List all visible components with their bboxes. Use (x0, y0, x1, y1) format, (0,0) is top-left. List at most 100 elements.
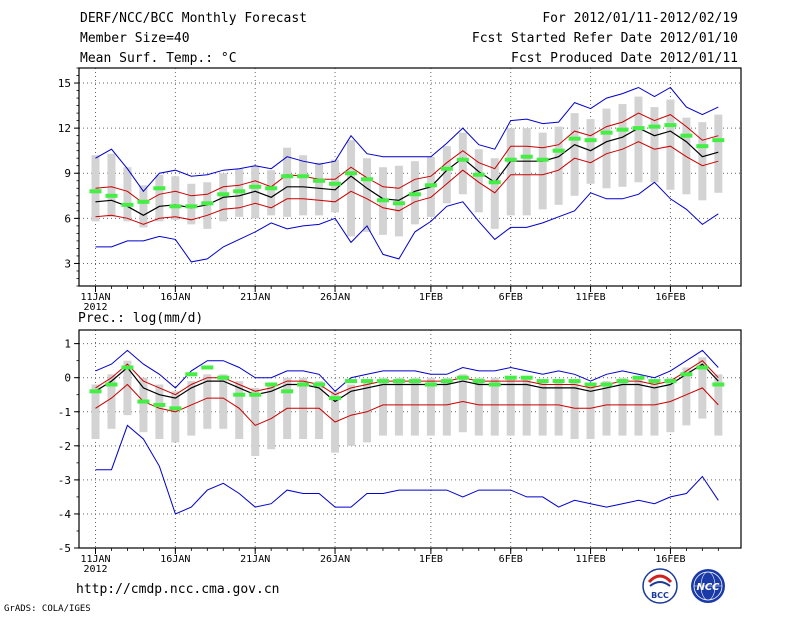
panel1-marker-5 (169, 204, 182, 209)
panel1-series-upper (95, 112, 719, 204)
panel1-spread-bar-7 (203, 182, 212, 229)
panel1-marker-16 (345, 171, 358, 176)
panel2-marker-19 (392, 379, 405, 384)
panel1-spread-bar-33 (618, 104, 627, 187)
panel2-title: Prec.: log(mm/d) (78, 311, 203, 326)
panel1-spread-bar-30 (570, 113, 579, 196)
panel1-xtick-label-3: 26JAN (320, 292, 350, 303)
panel2-marker-9 (233, 392, 246, 397)
panel1-xtick-label-2: 21JAN (240, 292, 270, 303)
panel1-xtick-label-0: 11JAN (80, 292, 110, 303)
panel1-spread-bar-22 (442, 146, 451, 204)
panel1-marker-38 (696, 144, 709, 149)
panel2-marker-16 (345, 379, 358, 384)
panel1-series-min (95, 181, 719, 263)
panel2-marker-29 (552, 379, 565, 384)
panel2-spread-bar-23 (458, 374, 467, 433)
panel1-marker-1 (105, 193, 118, 198)
panel1-spread-bar-27 (522, 128, 531, 216)
panel2-series-upper (95, 360, 719, 396)
panel1-spread-bar-1 (107, 153, 116, 217)
panel1-spread-bar-15 (331, 159, 340, 213)
panel2-spread-bar-11 (267, 384, 276, 450)
panel2-spread-bar-19 (394, 377, 403, 436)
panel2-ytick-label-2: -1 (58, 406, 71, 419)
panel2-xtick-label-5: 6FEB (499, 554, 523, 565)
panel2-spread-bar-20 (410, 377, 419, 436)
panel2-marker-7 (201, 365, 214, 370)
panel1-marker-9 (233, 189, 246, 194)
panel1-marker-35 (648, 124, 661, 129)
panel2-ytick-label-5: -4 (58, 508, 72, 521)
panel1-spread-bar-4 (155, 174, 164, 222)
produced-date: Fcst Produced Date 2012/01/11 (511, 51, 738, 66)
panel2-marker-34 (632, 375, 645, 380)
panel1-marker-0 (89, 189, 102, 194)
panel2-spread-bar-14 (315, 381, 324, 439)
panel1-marker-29 (552, 148, 565, 153)
panel1-marker-12 (281, 174, 294, 179)
panel2-spread-bar-32 (602, 381, 611, 436)
panel1-xtick-label-5: 6FEB (499, 292, 523, 303)
panel1-plot-area (79, 68, 741, 286)
panel1-spread-bar-35 (650, 107, 659, 183)
source-url[interactable]: http://cmdp.ncc.cma.gov.cn (76, 582, 280, 597)
panel2-series-min (95, 424, 719, 515)
panel1-spread-bar-13 (299, 155, 308, 216)
panel2-marker-39 (712, 382, 725, 387)
panel2-marker-37 (680, 372, 693, 377)
panel2-marker-25 (488, 382, 501, 387)
panel2-marker-3 (137, 399, 150, 404)
panel2-marker-13 (297, 382, 310, 387)
panel2-xtick-label-2: 21JAN (240, 554, 270, 565)
panel2-spread-bar-0 (91, 384, 100, 439)
panel1-spread-bar-14 (315, 162, 324, 216)
panel1-spread-bar-19 (394, 165, 403, 237)
panel2-marker-22 (440, 379, 453, 384)
panel1-marker-18 (376, 198, 389, 203)
panel2-ytick-label-4: -3 (58, 474, 71, 487)
panel1-frame (78, 67, 742, 287)
panel2-marker-24 (472, 379, 485, 384)
panel2-plot-area (79, 330, 741, 548)
panel2-marker-10 (249, 392, 262, 397)
panel1-marker-25 (488, 180, 501, 185)
panel2-marker-0 (89, 389, 102, 394)
panel1-spread-bar-3 (139, 185, 148, 228)
panel2-spread-bar-34 (634, 377, 643, 436)
forecast-period: For 2012/01/11-2012/02/19 (542, 11, 738, 26)
panel1-marker-39 (712, 138, 725, 143)
panel1-marker-26 (504, 157, 517, 162)
panel2-ytick-label-6: -5 (58, 542, 71, 555)
panel2-xtick-sublabel-0: 2012 (83, 564, 107, 575)
panel2-spread-bar-22 (442, 377, 451, 436)
panel2-marker-8 (217, 375, 230, 380)
panel1-spread-bar-11 (267, 170, 276, 216)
panel1-series-lower (95, 141, 719, 225)
panel2-marker-15 (329, 396, 342, 401)
ncc-logo-label: NCC (696, 582, 720, 593)
panel1-marker-31 (584, 138, 597, 143)
ncc-logo: NCC (691, 569, 725, 603)
panel1-ytick-label-3: 12 (58, 122, 71, 135)
panel2-spread-bar-5 (171, 391, 180, 443)
panel2-marker-18 (376, 379, 389, 384)
panel2-spread-bar-7 (203, 374, 212, 429)
panel2-marker-20 (408, 379, 421, 384)
panel2-xtick-label-1: 16JAN (160, 554, 190, 565)
bcc-logo-label: BCC (651, 591, 669, 600)
panel1-ytick-label-0: 3 (64, 257, 71, 270)
panel1-spread-bar-5 (171, 176, 180, 220)
panel2-series-mean (95, 363, 719, 403)
panel1-spread-bar-37 (682, 117, 691, 195)
panel2-spread-bar-24 (474, 377, 483, 436)
panel2-marker-21 (424, 382, 437, 387)
panel1-marker-30 (568, 136, 581, 141)
panel2-xtick-label-3: 26JAN (320, 554, 350, 565)
panel2-spread-bar-27 (522, 377, 531, 436)
panel1-marker-8 (217, 192, 230, 197)
header-left: DERF/NCC/BCC Monthly Forecast Member Siz… (80, 11, 307, 71)
panel2-spread-bar-28 (538, 381, 547, 436)
panel1-spread-bar-24 (474, 149, 483, 213)
